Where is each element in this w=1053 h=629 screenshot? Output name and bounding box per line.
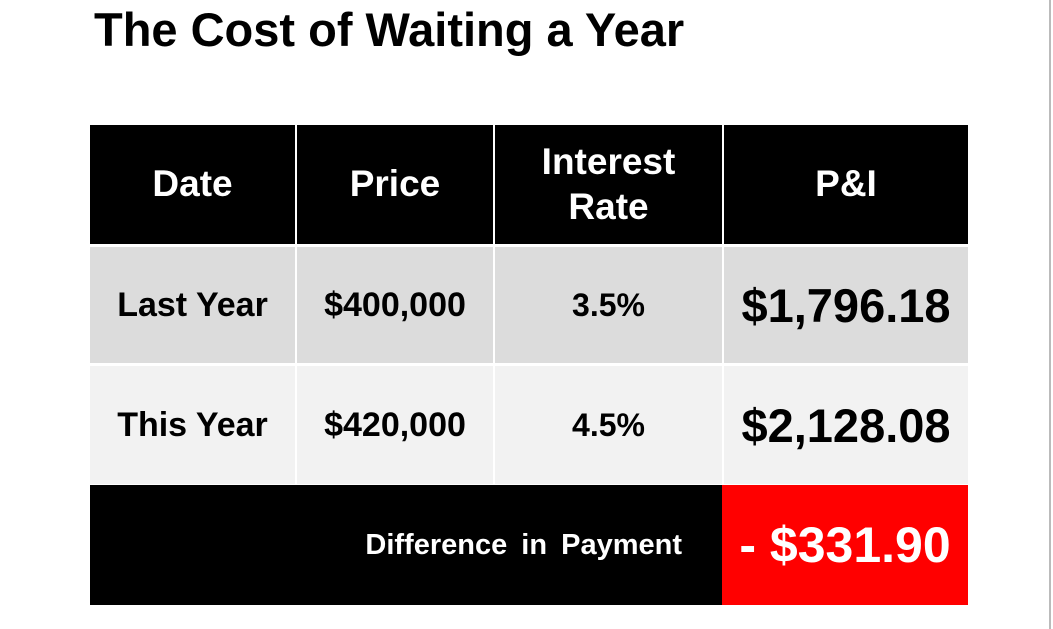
payment-cell: $2,128.08	[724, 366, 968, 484]
date-cell: This Year	[90, 366, 295, 484]
difference-label: Difference in Payment	[90, 485, 722, 605]
header-cell: Interest Rate	[495, 125, 722, 244]
slide-title: The Cost of Waiting a Year	[94, 3, 685, 56]
date-cell: Last Year	[90, 247, 295, 363]
header-cell: Date	[90, 125, 295, 244]
header-cell: Price	[297, 125, 493, 244]
rate-cell: 3.5%	[495, 247, 722, 363]
edge-line	[1049, 0, 1051, 629]
price-cell: $400,000	[297, 247, 493, 363]
difference-value: - $331.90	[722, 485, 968, 605]
price-cell: $420,000	[297, 366, 493, 484]
rate-cell: 4.5%	[495, 366, 722, 484]
header-cell: P&I	[724, 125, 968, 244]
payment-cell: $1,796.18	[724, 247, 968, 363]
